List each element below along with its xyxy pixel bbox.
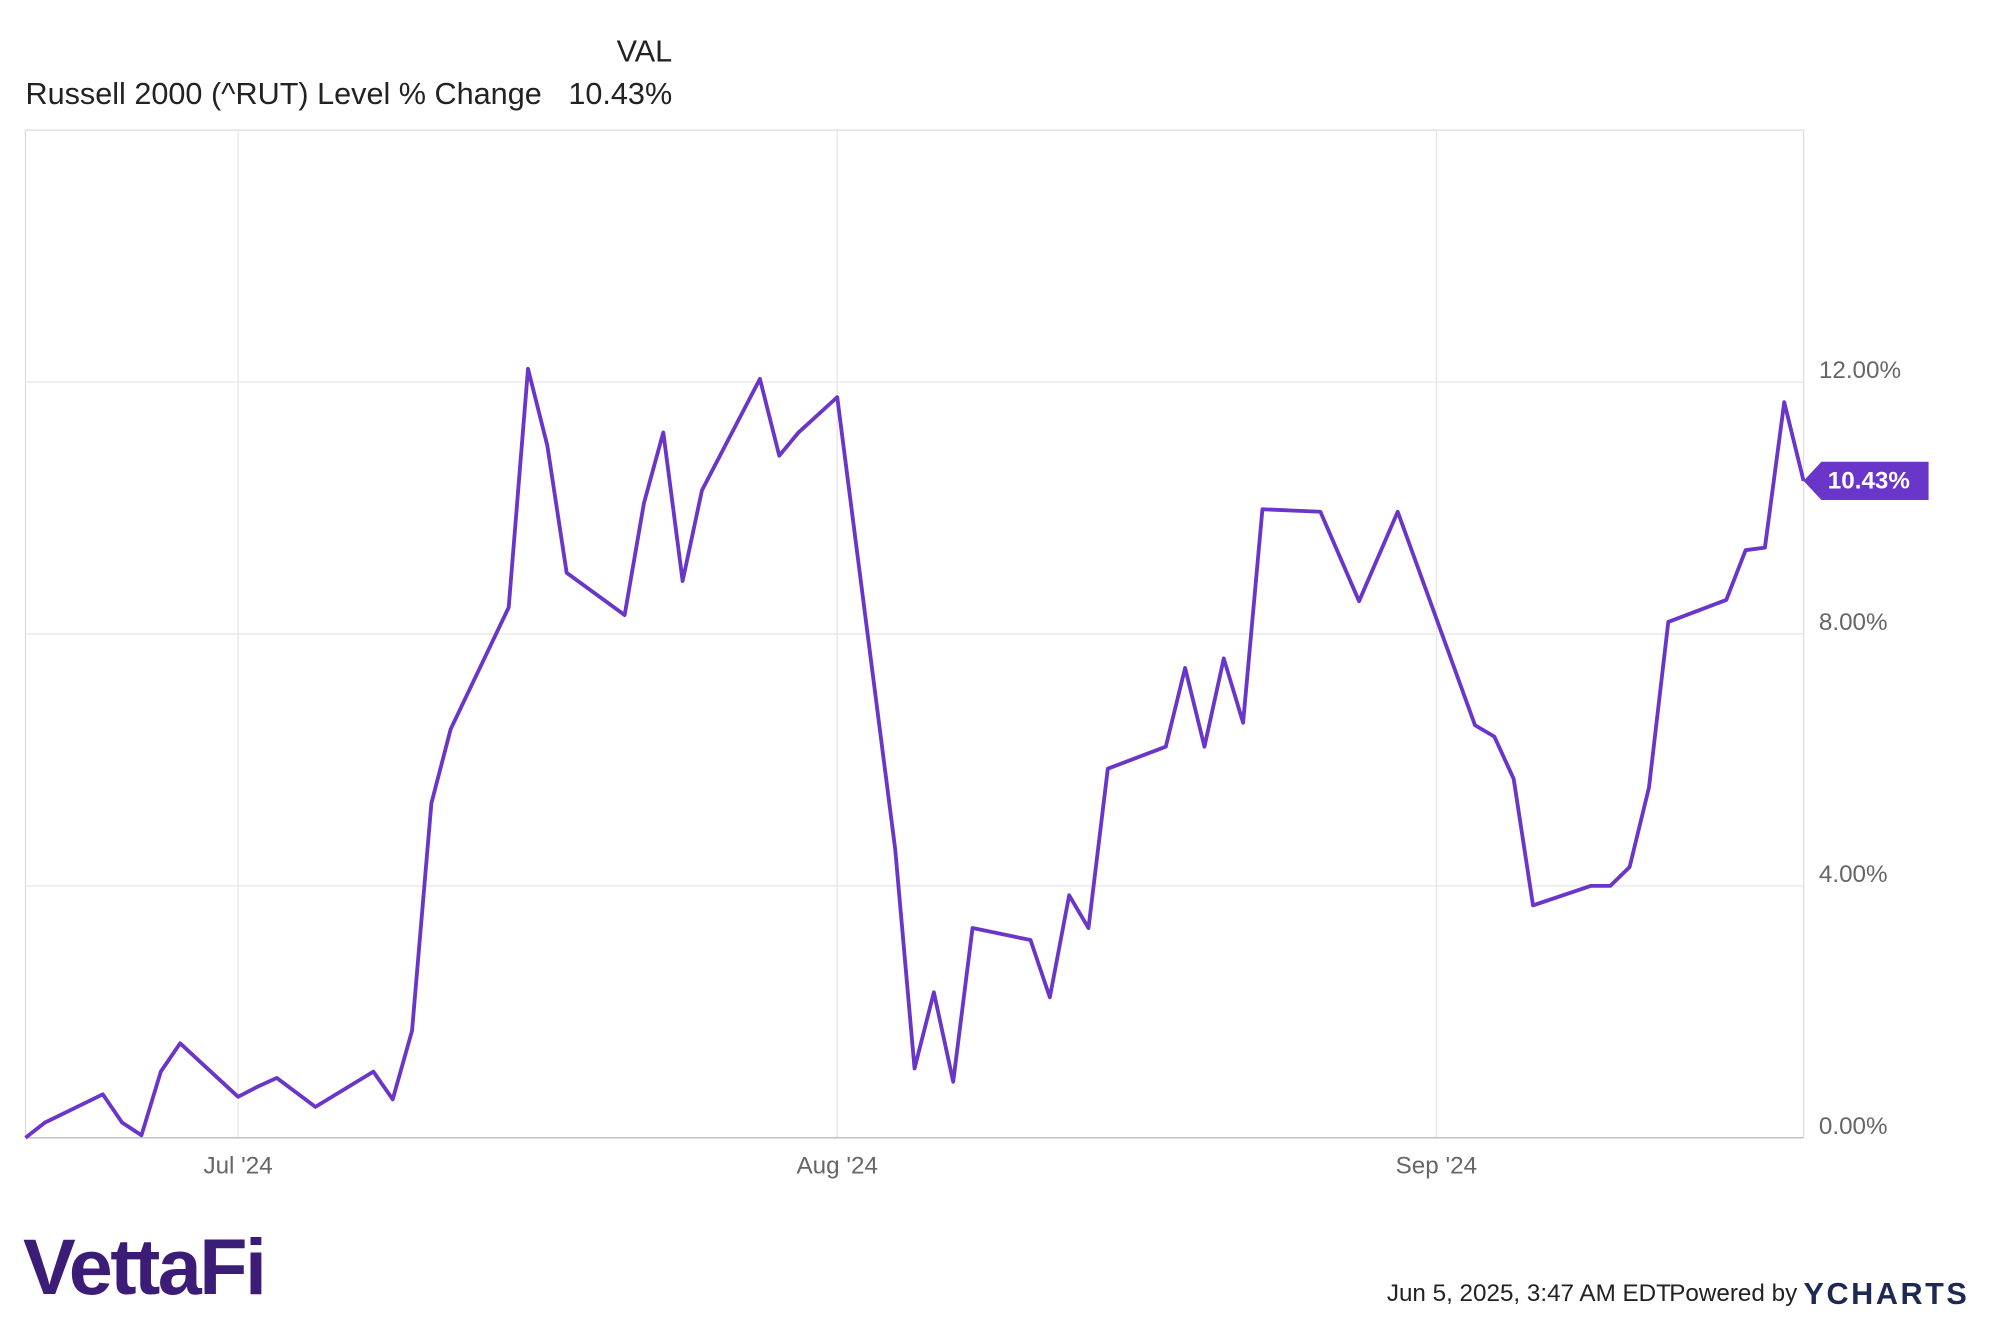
x-tick-label: Sep '24 [1396,1153,1477,1180]
x-tick-label: Jul '24 [203,1153,272,1180]
logo: VettaFi [23,1222,264,1311]
timestamp: Jun 5, 2025, 3:47 AM EDT [1387,1280,1671,1307]
y-tick-label: 4.00% [1819,861,1888,888]
value-flag [1803,461,1929,501]
legend-header: VAL [617,35,673,69]
value-flag-label: 10.43% [1828,468,1910,495]
y-tick-label: 8.00% [1819,609,1888,636]
legend-value: 10.43% [568,77,672,111]
y-tick-label: 12.00% [1819,357,1901,384]
legend-series-name: Russell 2000 (^RUT) Level % Change [26,77,542,111]
brand: YCHARTS [1804,1277,1970,1311]
powered-by: Powered by [1669,1280,1798,1307]
y-tick-label: 0.00% [1819,1113,1888,1140]
x-tick-label: Aug '24 [797,1153,878,1180]
line-series [24,366,1806,1140]
